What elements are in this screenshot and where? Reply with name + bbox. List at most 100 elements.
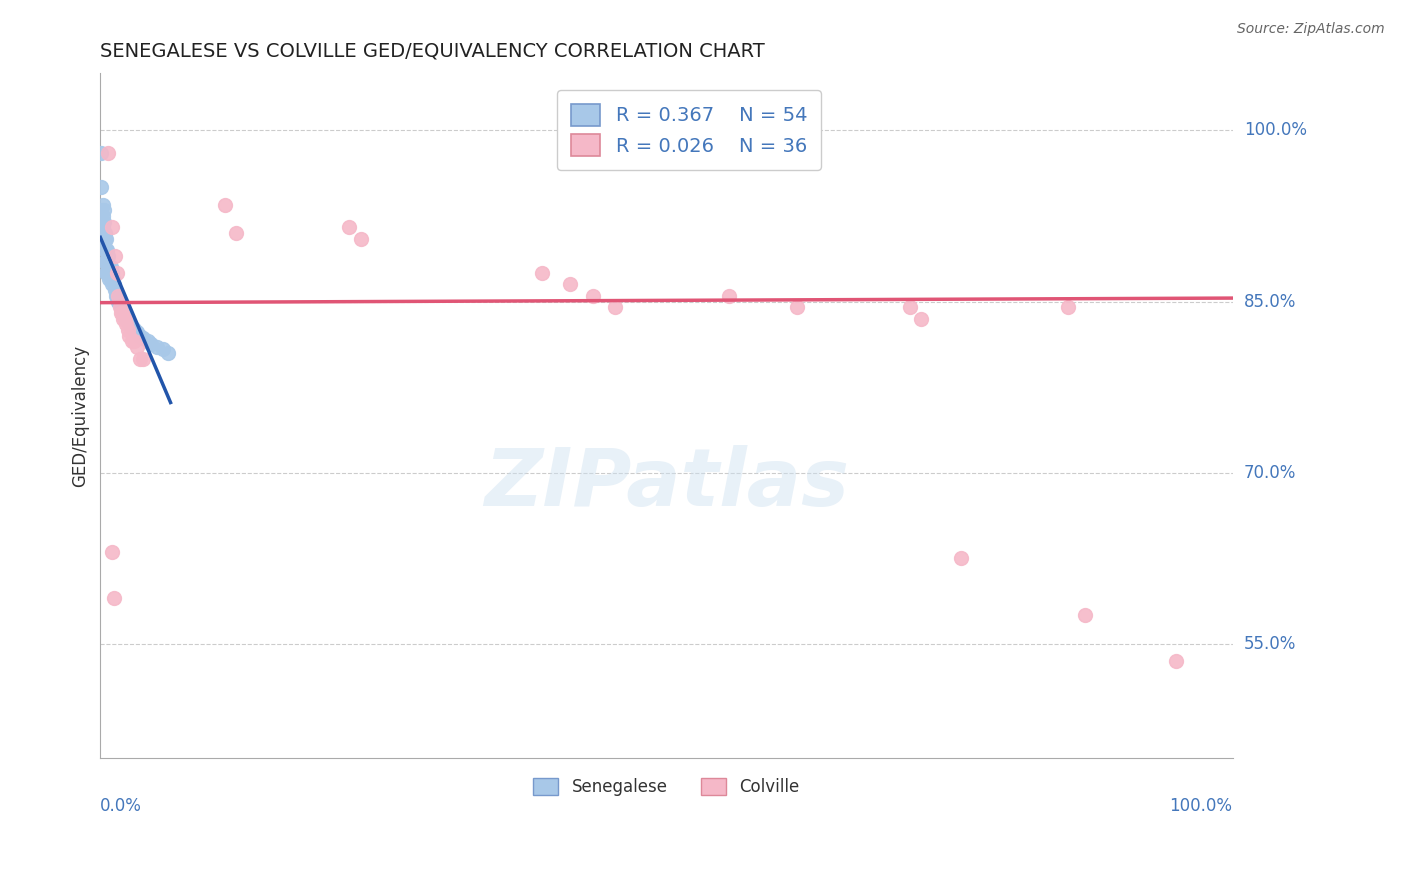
Text: SENEGALESE VS COLVILLE GED/EQUIVALENCY CORRELATION CHART: SENEGALESE VS COLVILLE GED/EQUIVALENCY C… [100,42,765,61]
Point [96,254,118,268]
Point [104,283,127,297]
Point [90,203,112,218]
Point [110,306,132,320]
Point [111,306,134,320]
Point [136,334,159,349]
Point [94,232,117,246]
Point [98,271,121,285]
Point [108,300,131,314]
Text: 100.0%: 100.0% [1170,797,1233,814]
Point [90,146,112,161]
Point [146,340,169,354]
Point [111,302,134,317]
Point [94,243,117,257]
Point [100,266,122,280]
Point [90,180,112,194]
Point [98,260,121,275]
Point [93,215,115,229]
Point [103,277,125,292]
Point [350,232,373,246]
Point [93,203,115,218]
Point [132,351,155,366]
Point [582,289,605,303]
Point [129,351,152,366]
Point [96,266,118,280]
Point [141,336,163,351]
Point [898,300,921,314]
Point [111,306,134,320]
Point [717,289,740,303]
Text: 70.0%: 70.0% [1244,464,1296,482]
Point [105,289,128,303]
Point [157,346,180,360]
Point [214,197,236,211]
Point [94,226,117,240]
Point [124,322,146,336]
Y-axis label: GED/Equivalency: GED/Equivalency [72,344,89,487]
Point [91,220,114,235]
Point [101,271,124,285]
Point [97,146,120,161]
Point [94,243,117,257]
Point [152,343,174,357]
Point [605,300,627,314]
Point [125,340,148,354]
Point [93,226,115,240]
Point [121,319,143,334]
Point [225,226,247,240]
Point [1164,654,1187,668]
Point [339,220,361,235]
Point [530,266,553,280]
Point [93,237,115,252]
Legend: Senegalese, Colville: Senegalese, Colville [524,769,808,804]
Text: 0.0%: 0.0% [100,797,142,814]
Point [94,254,117,268]
Point [786,300,808,314]
Point [107,294,129,309]
Point [91,232,114,246]
Point [112,308,135,322]
Point [910,311,932,326]
Point [100,220,122,235]
Point [105,266,128,280]
Point [97,266,120,280]
Text: 55.0%: 55.0% [1244,634,1296,653]
Point [96,243,118,257]
Point [100,271,122,285]
Point [560,277,582,292]
Point [129,328,152,343]
Point [91,197,114,211]
Point [110,300,132,314]
Point [117,323,139,337]
Point [105,289,128,303]
Point [100,277,122,292]
Point [100,545,122,559]
Text: ZIPatlas: ZIPatlas [484,445,849,523]
Point [97,249,120,263]
Point [115,318,138,332]
Point [1074,608,1097,623]
Point [104,249,127,263]
Point [125,326,148,340]
Point [118,318,141,332]
Point [949,551,972,566]
Point [118,328,141,343]
Point [124,334,146,349]
Point [117,314,139,328]
Point [114,310,136,325]
Point [91,209,114,223]
Text: 100.0%: 100.0% [1244,121,1306,139]
Point [103,591,125,605]
Point [94,266,117,280]
Point [94,254,117,268]
Text: Source: ZipAtlas.com: Source: ZipAtlas.com [1237,22,1385,37]
Point [108,297,131,311]
Point [107,289,129,303]
Point [132,331,155,345]
Point [111,311,134,326]
Point [114,311,136,326]
Point [100,260,122,275]
Text: 85.0%: 85.0% [1244,293,1296,310]
Point [94,232,117,246]
Point [121,334,143,349]
